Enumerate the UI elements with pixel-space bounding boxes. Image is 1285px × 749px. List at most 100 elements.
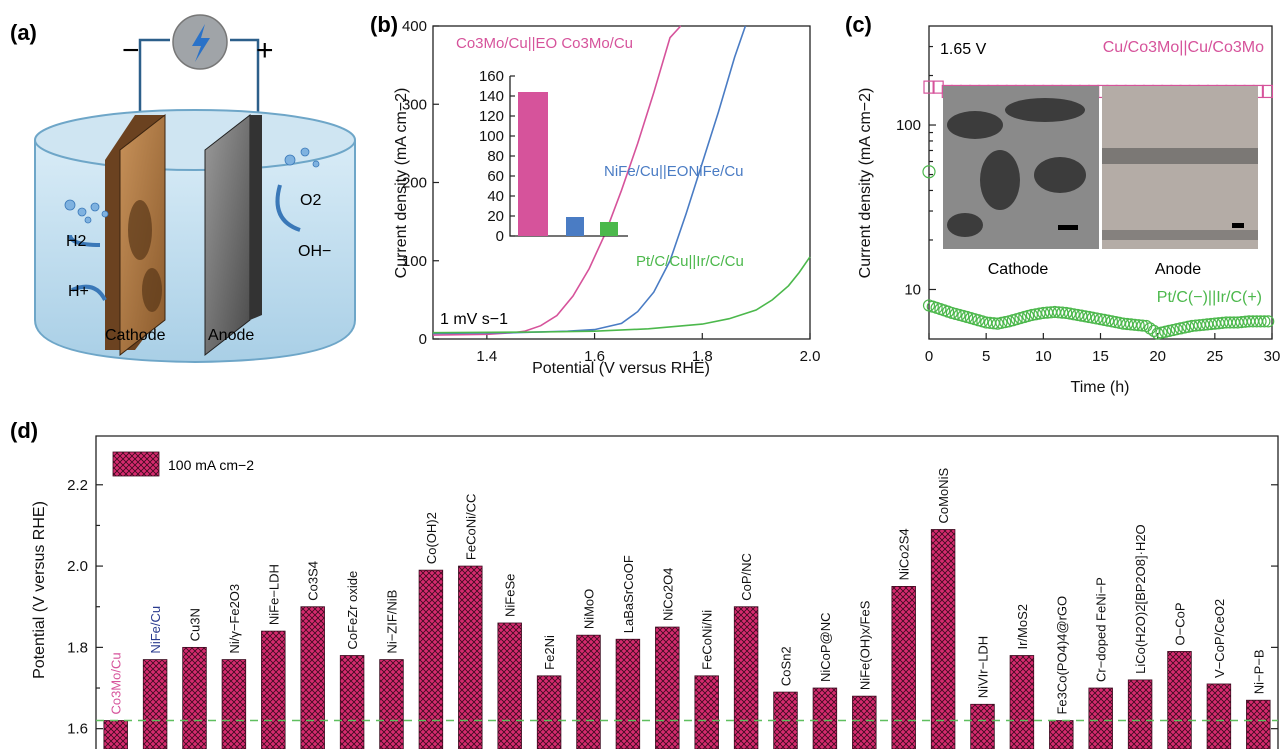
panel-c-ytick-label: 100 [896, 117, 921, 134]
stability-marker-green [1075, 309, 1088, 322]
bar-11 [536, 675, 562, 749]
bar-label: CoFeZr oxide [345, 571, 360, 650]
panel-d-ytick-label: 1.8 [67, 639, 88, 656]
bar-5 [300, 606, 325, 749]
bar-label: Ni−ZIF/NiB [385, 590, 400, 654]
panel-b-xtick-label: 1.6 [584, 348, 605, 365]
sem-anode-image [1102, 86, 1258, 249]
cathode-label: Cathode [105, 327, 166, 344]
stability-marker-green [1021, 309, 1035, 323]
minus-sign: − [122, 34, 140, 67]
panel-c-xtick-label: 15 [1092, 348, 1109, 365]
stability-marker-green [1025, 308, 1039, 322]
bar-label: Cu3N [188, 608, 203, 641]
panel-b: (b) Current density (mA cm−2) Potential … [370, 12, 820, 377]
arrow-oh-o2 [275, 184, 301, 232]
stability-marker-green [1056, 306, 1069, 319]
sem-pore [980, 150, 1020, 210]
arrow-hplus [71, 284, 107, 301]
scale-bar [1058, 225, 1078, 230]
bar-label: Ni/γ−Fe2O3 [227, 584, 242, 654]
stability-marker-green [1136, 319, 1149, 332]
panel-b-xtick-label: 2.0 [800, 348, 821, 365]
panel-c-xtick-label: 5 [982, 348, 990, 365]
sem-inset-cathode [943, 86, 1099, 249]
stability-marker-green [1147, 324, 1160, 338]
stability-marker-green [957, 309, 970, 323]
inset-ytick-label: 80 [487, 148, 504, 165]
panel-d-ytick-label: 1.6 [67, 721, 88, 738]
stability-marker-green [1060, 306, 1073, 320]
panel-b-inset: 0 20 40 60 80 100 120 140 160 [479, 68, 628, 245]
bar-21 [930, 529, 956, 749]
bar-label: Cr−doped FeNi−P [1094, 577, 1109, 682]
bar-29 [1246, 699, 1271, 749]
bar-19 [852, 695, 877, 749]
bar-15 [694, 675, 719, 749]
inset-bar [600, 222, 618, 236]
stability-marker-green [945, 306, 958, 320]
inset-ytick-label: 60 [487, 168, 504, 185]
panel-c-ylabel: Current density (mA cm−2) [857, 88, 874, 279]
bar-14 [655, 626, 680, 749]
bar-18 [812, 687, 838, 749]
inset-ytick-label: 20 [487, 208, 504, 225]
inset-ytick-label: 0 [496, 228, 504, 245]
bar-label: NiFe/Cu [148, 606, 163, 654]
anode-side [250, 115, 262, 320]
stability-marker-green [1090, 312, 1103, 325]
bar-label: CoSn2 [779, 646, 794, 686]
sem-crack [1102, 230, 1258, 240]
bar-label: FeCoNi/Ni [700, 610, 715, 670]
panel-c-xtick-label: 10 [1035, 348, 1052, 365]
bar-label: V−CoP/CeO2 [1212, 599, 1227, 678]
series-line-0 [432, 25, 682, 336]
panel-c-xtick-label: 0 [925, 348, 933, 365]
bar-24 [1049, 720, 1074, 749]
bar-label: NiCoP@NC [818, 612, 833, 682]
bar-label: Fe3Co(PO4)4@rGO [1054, 596, 1069, 715]
stability-marker-green [1018, 310, 1031, 324]
scale-bar [1232, 223, 1244, 228]
bar-20 [891, 586, 916, 749]
bar-label: Co(OH)2 [424, 512, 439, 564]
sem-crack [1102, 148, 1258, 164]
bar-label: Fe2Ni [542, 635, 557, 670]
bar-label: LaBaSrCoOF [621, 555, 636, 633]
bar-label: LiCo(H2O)2[BP2O8]·H2O [1133, 524, 1148, 674]
plus-sign: + [256, 34, 274, 67]
beaker-rim [34, 109, 356, 171]
stability-marker-pink [1261, 84, 1274, 99]
sem-pore [947, 111, 1003, 139]
inset-ytick-label: 40 [487, 188, 504, 205]
series-label-ptc-irc: Pt/C(−)||Ir/C(+) [1157, 289, 1262, 306]
panel-b-ylabel: Current density (mA cm−2) [393, 88, 410, 279]
stability-marker-green [922, 165, 936, 179]
legend-swatch [112, 451, 160, 477]
bar-3 [221, 659, 247, 749]
panel-b-label: (b) [370, 12, 398, 37]
stability-marker-green [1067, 308, 1080, 321]
panel-b-ytick-label: 200 [402, 175, 427, 192]
panel-a: (a) − + H2 H+ O2 OH− Cathode Anode [10, 14, 356, 364]
panel-c-xtick-label: 30 [1264, 348, 1281, 365]
stability-marker-green [1254, 315, 1267, 328]
bar-label: Ni−P−B [1251, 649, 1266, 694]
stability-marker-green [1086, 311, 1099, 324]
stability-marker-green [949, 307, 962, 321]
panel-b-xtick-label: 1.8 [692, 348, 713, 365]
sem-pore [947, 213, 983, 237]
panel-d-ytick-label: 2.0 [67, 558, 88, 575]
bar-10 [497, 622, 522, 749]
bar-label: NiVIr−LDH [976, 636, 991, 699]
bar-0 [103, 720, 128, 749]
bar-1 [142, 659, 168, 749]
series-label-cu-co3mo: Cu/Co3Mo||Cu/Co3Mo [1103, 39, 1264, 56]
bar-12 [576, 634, 601, 749]
stability-marker-green [1079, 310, 1092, 323]
series-line-2 [432, 256, 811, 334]
panel-d-label: (d) [10, 418, 38, 443]
bar-label: NiFeSe [503, 574, 518, 617]
stability-marker-green [1258, 315, 1271, 328]
